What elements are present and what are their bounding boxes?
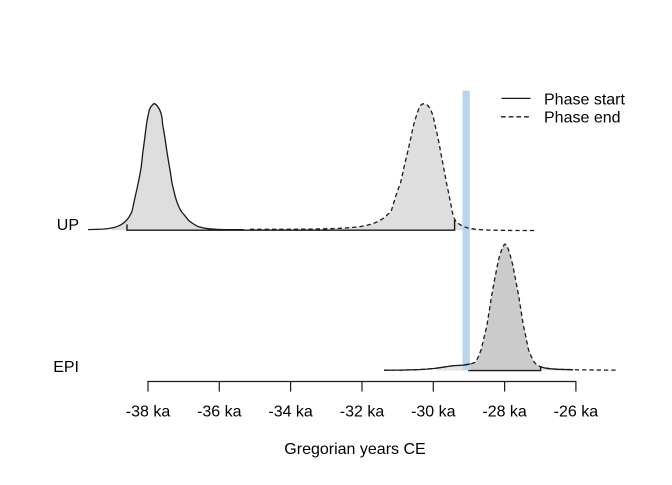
svg-text:-34 ka: -34 ka bbox=[268, 404, 313, 421]
svg-text:-28 ka: -28 ka bbox=[482, 404, 527, 421]
svg-text:-38 ka: -38 ka bbox=[126, 404, 171, 421]
svg-text:-26 ka: -26 ka bbox=[554, 404, 599, 421]
svg-text:Phase start: Phase start bbox=[544, 92, 625, 109]
svg-text:-30 ka: -30 ka bbox=[411, 404, 456, 421]
svg-text:Phase end: Phase end bbox=[544, 109, 621, 126]
svg-text:-32 ka: -32 ka bbox=[340, 404, 385, 421]
svg-text:-36 ka: -36 ka bbox=[197, 404, 242, 421]
svg-text:EPI: EPI bbox=[53, 359, 79, 376]
svg-text:UP: UP bbox=[57, 217, 79, 234]
svg-text:Gregorian years CE: Gregorian years CE bbox=[284, 441, 425, 458]
